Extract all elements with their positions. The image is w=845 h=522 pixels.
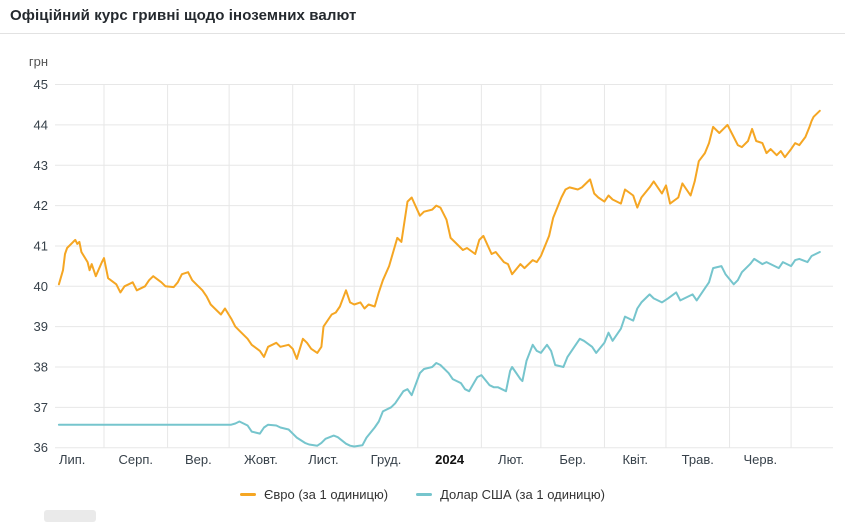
- title-divider: [0, 33, 845, 34]
- x-axis-tick-label: Лют.: [498, 452, 524, 467]
- x-axis-tick-label: Груд.: [371, 452, 402, 467]
- y-axis-tick-label: 40: [34, 279, 48, 294]
- y-axis-tick-label: 43: [34, 158, 48, 173]
- usd-series-line[interactable]: [57, 251, 821, 448]
- y-axis-tick-label: 36: [34, 440, 48, 455]
- y-axis-tick-label: 38: [34, 360, 48, 375]
- x-axis-tick-label: Квіт.: [622, 452, 648, 467]
- x-axis-tick-label: Жовт.: [244, 452, 278, 467]
- legend-label-euro: Євро (за 1 одиницю): [264, 487, 389, 502]
- x-axis-tick-label: Трав.: [682, 452, 714, 467]
- x-axis-tick-label: Черв.: [743, 452, 777, 467]
- x-axis-tick-label: Вер.: [185, 452, 212, 467]
- y-axis-tick-label: 44: [34, 117, 48, 132]
- x-axis-tick-label: Серп.: [119, 452, 154, 467]
- legend-item-usd[interactable]: Долар США (за 1 одиницю): [416, 487, 605, 502]
- page-title: Офіційний курс гривні щодо іноземних вал…: [10, 7, 357, 24]
- y-axis-tick-label: 41: [34, 238, 48, 253]
- euro-series-line[interactable]: [57, 109, 821, 360]
- y-axis-unit-label: грн: [29, 54, 48, 69]
- y-axis-tick-label: 37: [34, 400, 48, 415]
- x-axis-tick-label: Лист.: [308, 452, 338, 467]
- euro-line-swatch: [240, 493, 257, 496]
- y-axis-tick-label: 42: [34, 198, 48, 213]
- exchange-rate-line-chart: 36 37 38 39 40 41 42 43 44 45 грн Лип. Серп. Вер. Жовт…: [29, 54, 833, 467]
- y-axis-tick-label: 45: [34, 77, 48, 92]
- y-axis-tick-label: 39: [34, 319, 48, 334]
- x-axis-tick-label: 2024: [435, 452, 465, 467]
- legend-label-usd: Долар США (за 1 одиницю): [440, 487, 605, 502]
- cutoff-element-below-chart: [44, 510, 96, 522]
- x-axis-tick-label: Бер.: [559, 452, 586, 467]
- x-axis-tick-label: Лип.: [59, 452, 85, 467]
- usd-line-swatch: [416, 493, 433, 496]
- chart-legend: Євро (за 1 одиницю) Долар США (за 1 один…: [0, 487, 845, 502]
- legend-item-euro[interactable]: Євро (за 1 одиницю): [240, 487, 388, 502]
